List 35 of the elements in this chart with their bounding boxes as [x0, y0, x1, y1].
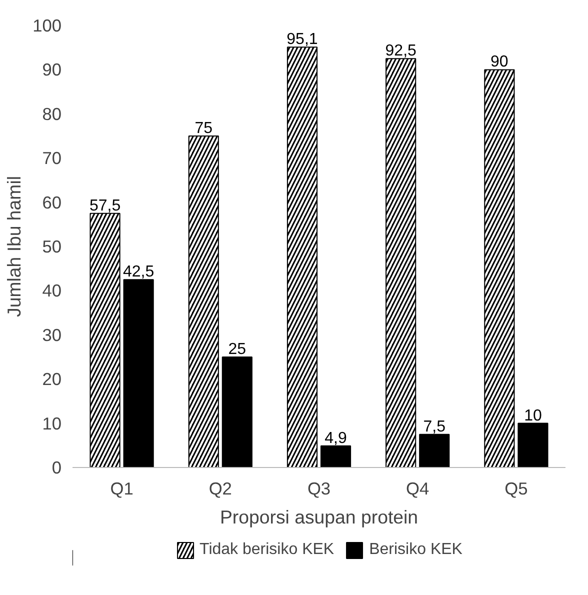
y-tick-label: 30 — [42, 324, 62, 345]
bar — [419, 434, 450, 468]
bar — [222, 356, 252, 468]
data-label: 92,5 — [385, 42, 417, 60]
y-tick-label: 50 — [42, 236, 62, 256]
y-tick-label: 0 — [52, 458, 62, 478]
y-tick-label: 100 — [32, 16, 62, 36]
data-label: 75 — [194, 120, 213, 137]
bar — [123, 279, 154, 468]
y-tick-label: 40 — [42, 280, 62, 301]
x-tick-label: Q1 — [110, 478, 134, 498]
legend-label: Berisiko KEK — [369, 541, 462, 559]
data-label: 25 — [228, 341, 246, 358]
y-tick-label: 20 — [42, 369, 62, 390]
y-tick-label: 10 — [42, 413, 62, 434]
y-tick-label: 70 — [42, 148, 62, 168]
data-label: 95,1 — [286, 31, 318, 48]
x-tick-label: Q2 — [208, 478, 232, 498]
bar — [320, 445, 352, 468]
y-tick-label: 80 — [42, 104, 62, 124]
legend-label: Tidak berisiko KEK — [200, 541, 334, 559]
bar — [518, 422, 548, 468]
y-tick-label: 60 — [42, 192, 62, 212]
data-label: 10 — [524, 407, 542, 424]
x-axis-title: Proporsi asupan protein — [220, 506, 418, 528]
data-label: 42,5 — [122, 264, 154, 281]
data-label: 7,5 — [423, 418, 446, 436]
data-label: 4,9 — [324, 430, 347, 447]
x-tick-label: Q4 — [406, 478, 430, 498]
x-tick-label: Q3 — [307, 478, 331, 498]
y-tick-label: 90 — [42, 60, 62, 80]
y-axis-title: Jumlah Ibu hamil — [4, 176, 25, 318]
x-tick-label: Q5 — [504, 478, 528, 498]
data-label: 57,5 — [89, 197, 121, 214]
data-label: 90 — [490, 54, 508, 71]
